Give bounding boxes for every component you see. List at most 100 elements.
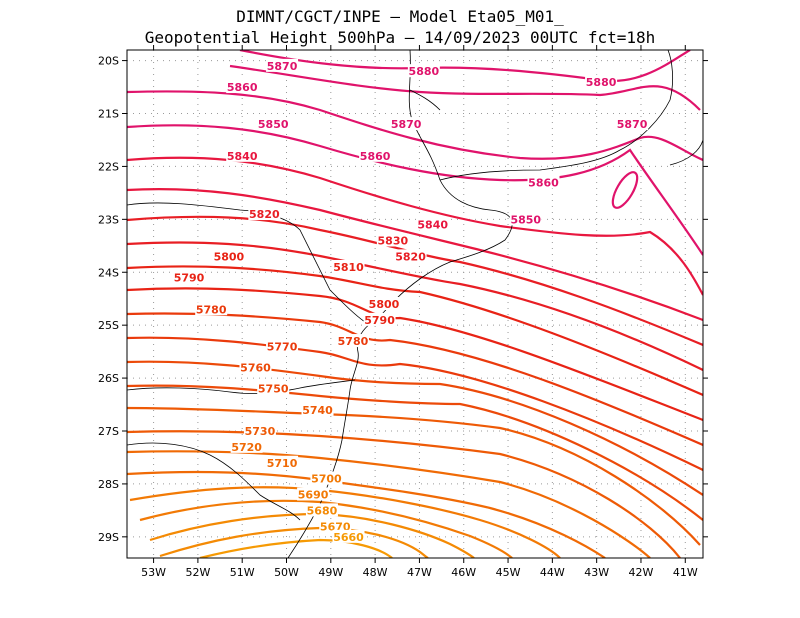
contour-label: 5690 (298, 489, 329, 502)
contour-label: 5800 (214, 250, 245, 263)
x-tick-label: 52W (185, 566, 210, 579)
contour-label-bg (297, 487, 330, 501)
x-tick-label: 43W (584, 566, 609, 579)
contour-label-bg (257, 381, 290, 395)
contour-labels: 5870 5880 5880 5860 5850 5870 5870 5840 5860 5860… (173, 58, 649, 544)
x-tick-label: 42W (629, 566, 654, 579)
contour-label: 5880 (409, 65, 440, 78)
contour-line-5840 (127, 156, 703, 296)
contour-label: 5860 (528, 176, 559, 189)
contour-line-5870-closed (611, 171, 639, 209)
y-tick-label: 26S (98, 372, 119, 385)
contour-line-5700 (129, 486, 561, 558)
contour-label-bg (367, 297, 400, 310)
contour-label: 5870 (267, 60, 298, 73)
contour-label-bg (336, 334, 369, 348)
x-axis: 53W 52W 51W 50W 49W 48W 47W 46W 45W 44W 43W 42W 41W (141, 45, 698, 579)
contour-label: 5680 (307, 504, 338, 517)
x-tick-label: 49W (318, 566, 343, 579)
contour-label-bg (359, 148, 392, 162)
x-tick-label: 44W (540, 566, 565, 579)
contour-line-5750 (127, 384, 703, 521)
y-tick-label: 25S (98, 319, 119, 332)
contour-line-5760 (127, 360, 703, 496)
x-tick-label: 53W (141, 566, 166, 579)
contour-label-bg (363, 312, 396, 326)
contour-label: 5860 (227, 81, 258, 94)
contour-label-bg (407, 64, 440, 78)
y-tick-label: 28S (98, 478, 119, 491)
contour-line-5800 (127, 265, 703, 397)
gridlines (127, 50, 703, 558)
y-tick-label: 29S (98, 531, 119, 544)
y-tick-label: 21S (98, 108, 119, 121)
contour-label: 5760 (240, 362, 271, 375)
x-tick-label: 41W (673, 566, 698, 579)
contour-label-bg (394, 249, 427, 263)
contour-label-bg (319, 519, 352, 533)
contour-label: 5850 (258, 118, 289, 131)
contour-line-5730 (127, 430, 681, 558)
map-area: 5870 5880 5880 5860 5850 5870 5870 5840 5860 5860… (127, 50, 703, 558)
contour-label: 5850 (510, 213, 541, 226)
contour-label-bg (248, 207, 281, 221)
contour-label-bg (332, 259, 365, 273)
contour-line-5660 (199, 538, 393, 558)
y-axis: 20S 21S 22S 23S 24S 25S 26S 27S 28S 29S (98, 55, 708, 544)
contour-line-5870 (229, 64, 701, 111)
contour-label-bg (230, 439, 263, 453)
x-tick-label: 45W (496, 566, 521, 579)
contour-line-5770 (127, 336, 703, 471)
contour-label: 5800 (369, 298, 400, 311)
contour-label-bg (527, 175, 560, 189)
contour-line-5740 (127, 406, 701, 546)
contour-label: 5830 (378, 235, 409, 248)
contour-label-bg (376, 233, 409, 247)
x-tick-label: 46W (451, 566, 476, 579)
contour-label: 5790 (364, 314, 395, 327)
contour-label-bg (226, 148, 259, 162)
contour-line-5710 (127, 470, 606, 558)
contour-label-bg (310, 471, 343, 485)
contour-label: 5660 (333, 531, 364, 544)
contour-label: 5860 (360, 150, 391, 163)
contour-line-5690 (139, 499, 513, 558)
contour-line-5850 (127, 124, 703, 256)
x-tick-label: 47W (407, 566, 432, 579)
contour-line-5680 (149, 512, 475, 558)
chart-title-line2: Geopotential Height 500hPa – 14/09/2023 … (145, 28, 656, 47)
contour-label: 5840 (227, 150, 258, 163)
contour-label-bg (266, 455, 299, 469)
plot-frame (126, 49, 704, 559)
contour-line-5720 (127, 450, 651, 558)
contour-label: 5750 (258, 383, 289, 396)
contour-label-bg (616, 117, 649, 131)
y-tick-label: 20S (98, 55, 119, 68)
contour-line-5780 (127, 312, 703, 447)
x-tick-label: 48W (363, 566, 388, 579)
contour-label-bg (173, 270, 206, 284)
contour-label: 5790 (174, 272, 205, 285)
contour-label: 5780 (196, 303, 227, 316)
contour-label: 5820 (395, 250, 426, 263)
contour-label-bg (266, 58, 299, 72)
contour-label-bg (301, 402, 334, 416)
contour-label: 5810 (333, 261, 364, 274)
x-tick-label: 51W (230, 566, 255, 579)
contour-label: 5770 (267, 340, 298, 353)
contour-label-bg (226, 80, 259, 94)
contour-line-5810 (127, 241, 703, 371)
y-tick-label: 27S (98, 425, 119, 438)
contour-label-bg (257, 117, 290, 131)
y-tick-label: 24S (98, 266, 119, 279)
contour-label: 5780 (338, 335, 369, 348)
contour-label: 5740 (302, 404, 333, 417)
contour-line-5860 (127, 90, 703, 162)
contour-label-bg (243, 424, 276, 437)
contour-label: 5700 (311, 473, 342, 486)
contour-label: 5710 (267, 457, 298, 470)
contour-label-bg (212, 249, 245, 263)
y-tick-label: 23S (98, 213, 119, 226)
contour-label: 5870 (391, 118, 422, 131)
